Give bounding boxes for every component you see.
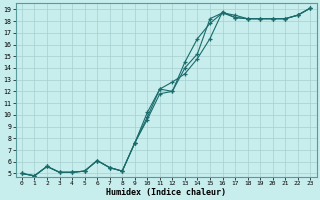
X-axis label: Humidex (Indice chaleur): Humidex (Indice chaleur) <box>106 188 226 197</box>
